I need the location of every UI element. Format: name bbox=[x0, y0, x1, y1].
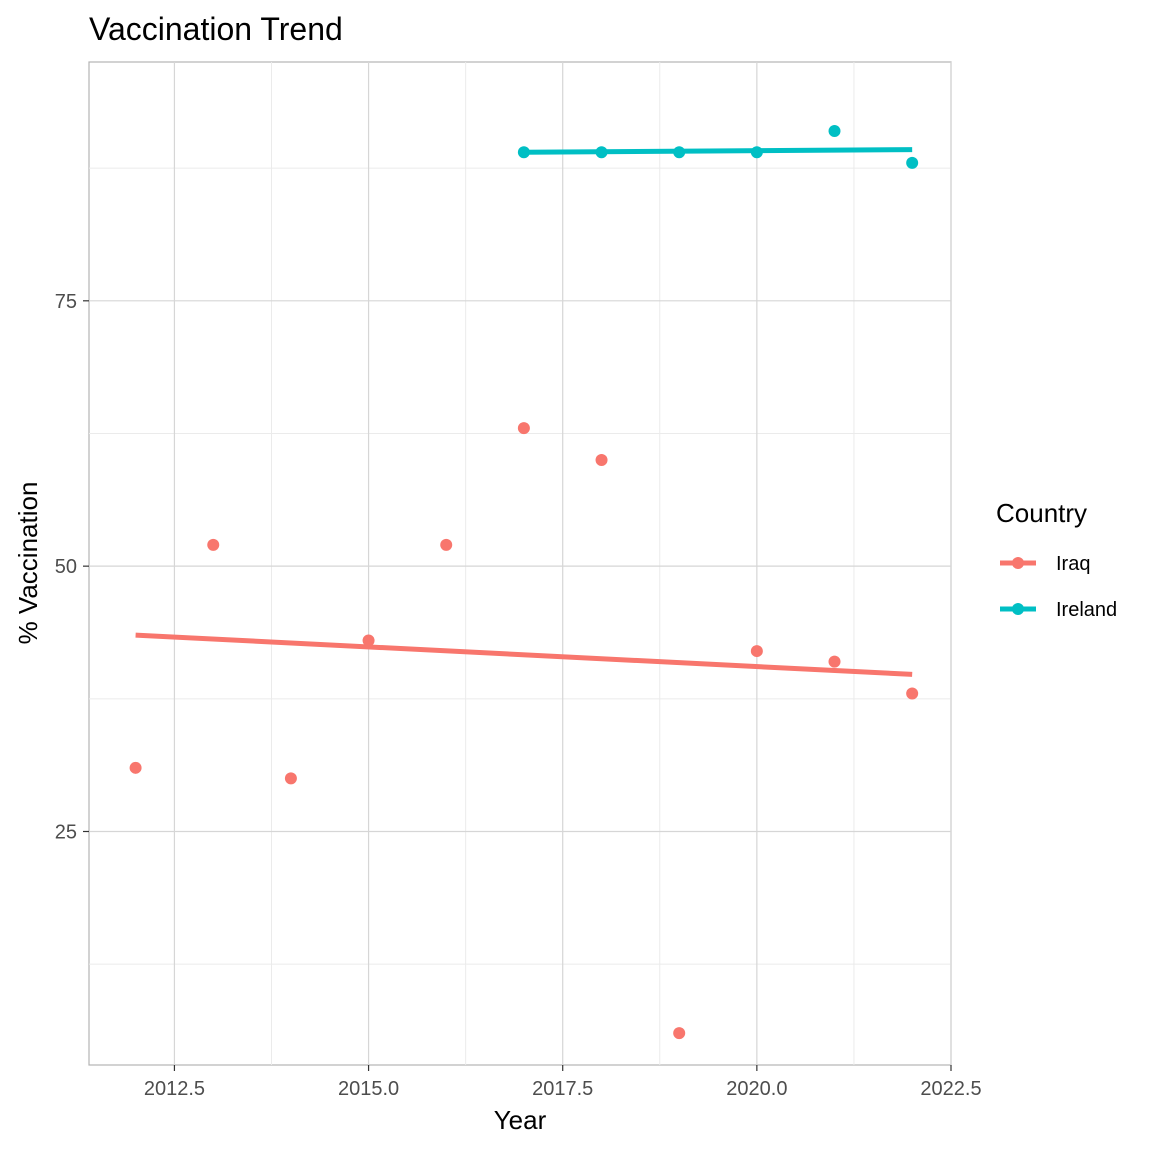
y-axis: 25 50 75 bbox=[55, 291, 89, 843]
y-axis-title: % Vaccination bbox=[13, 482, 43, 645]
trend-line-iraq bbox=[135, 632, 913, 677]
x-tick-label: 2020.0 bbox=[726, 1078, 787, 1100]
chart-title: Vaccination Trend bbox=[89, 11, 343, 47]
legend: Country Iraq Ireland bbox=[996, 498, 1117, 621]
point-iraq bbox=[440, 538, 453, 551]
point-iraq bbox=[906, 687, 919, 700]
trend-line-ireland bbox=[523, 147, 913, 155]
legend-key-point-ireland bbox=[1012, 603, 1024, 615]
grid-major bbox=[89, 62, 952, 1065]
x-axis-title: Year bbox=[494, 1105, 547, 1135]
x-tick-label: 2012.5 bbox=[144, 1078, 205, 1100]
legend-label-iraq: Iraq bbox=[1056, 553, 1090, 575]
point-iraq bbox=[595, 454, 608, 467]
y-tick-label: 75 bbox=[55, 291, 77, 313]
point-ireland bbox=[673, 146, 686, 159]
point-iraq bbox=[362, 634, 375, 647]
trend-lines bbox=[135, 147, 913, 677]
point-iraq bbox=[207, 538, 220, 551]
point-ireland bbox=[517, 146, 530, 159]
point-ireland bbox=[828, 124, 841, 137]
x-tick-label: 2017.5 bbox=[532, 1078, 593, 1100]
grid-minor bbox=[89, 62, 951, 1065]
x-axis: 2012.5 2015.0 2017.5 2020.0 2022.5 bbox=[144, 1065, 982, 1100]
point-iraq bbox=[828, 655, 841, 668]
legend-label-ireland: Ireland bbox=[1056, 599, 1117, 621]
point-iraq bbox=[129, 761, 142, 774]
legend-key-point-iraq bbox=[1012, 557, 1024, 569]
data-points bbox=[129, 124, 919, 1040]
point-ireland bbox=[595, 146, 608, 159]
x-tick-label: 2015.0 bbox=[338, 1078, 399, 1100]
point-iraq bbox=[750, 645, 763, 658]
point-iraq bbox=[517, 422, 530, 435]
x-tick-label: 2022.5 bbox=[920, 1078, 981, 1100]
legend-title: Country bbox=[996, 498, 1087, 528]
point-ireland bbox=[906, 156, 919, 169]
point-ireland bbox=[750, 146, 763, 159]
y-tick-label: 25 bbox=[55, 821, 77, 843]
point-iraq bbox=[673, 1027, 686, 1040]
point-iraq bbox=[284, 772, 297, 785]
y-tick-label: 50 bbox=[55, 556, 77, 578]
plot-panel bbox=[88, 61, 952, 1066]
